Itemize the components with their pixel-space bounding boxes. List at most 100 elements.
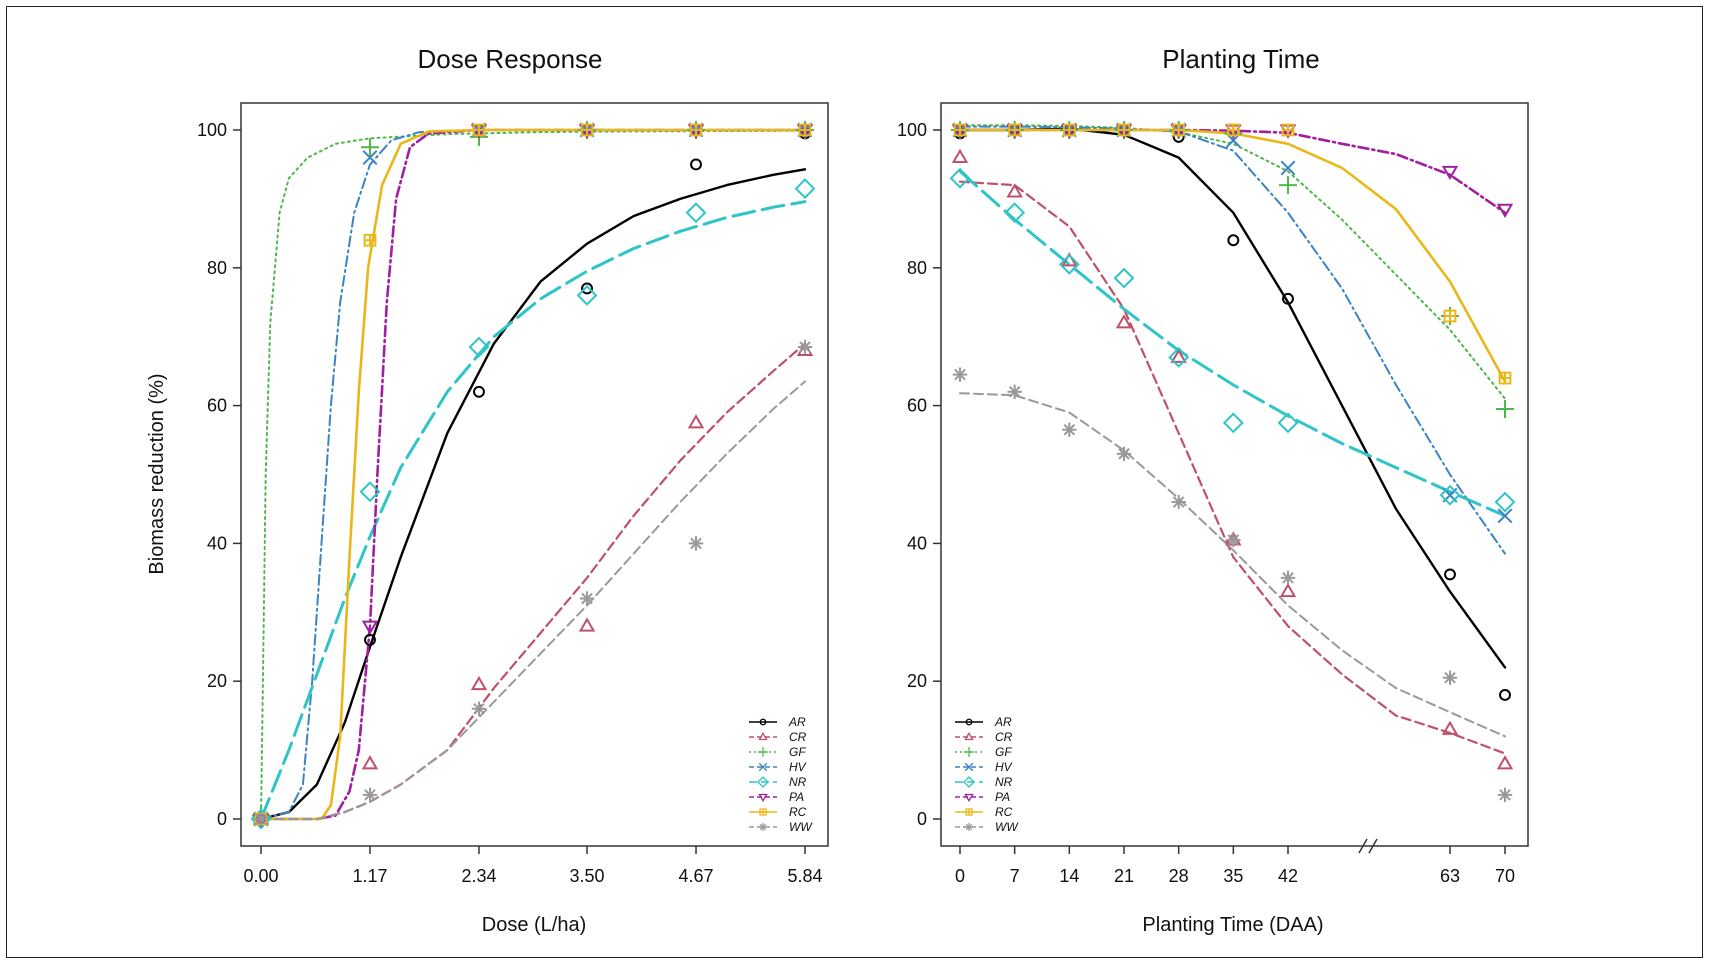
x-tick-label: 1.17: [352, 866, 387, 886]
legend-marker-ww: [759, 823, 767, 831]
legend-label-ww: WW: [789, 820, 813, 834]
y-axis-label: Biomass reduction (%): [146, 373, 168, 574]
point-ww: [1497, 787, 1513, 803]
point-rc: [1226, 123, 1240, 137]
point-ww: [797, 339, 813, 355]
curve-cr: [259, 342, 807, 821]
point-nr: [1277, 412, 1299, 434]
legend-label-ar: AR: [994, 715, 1012, 729]
axis-break-mark: [1358, 838, 1378, 854]
curve-pa: [259, 128, 807, 821]
point-ww: [1226, 532, 1241, 548]
y-tick-label: 20: [207, 671, 227, 691]
point-hv: [1280, 160, 1296, 176]
curve-rc: [958, 128, 1507, 383]
x-tick-label: 35: [1223, 866, 1243, 886]
points-planting: [949, 121, 1516, 803]
legend-label-nr: NR: [995, 775, 1013, 789]
legend-marker-pa: [964, 793, 974, 803]
point-nr: [685, 202, 707, 224]
legend-label-cr: CR: [995, 730, 1013, 744]
point-cr: [578, 617, 596, 632]
point-cr: [687, 414, 705, 429]
point-rc: [689, 123, 703, 137]
point-rc: [1498, 371, 1512, 385]
legend-label-gf: GF: [995, 745, 1012, 759]
chart-title-planting-time: Planting Time: [1162, 44, 1320, 74]
point-pa: [1496, 203, 1514, 218]
point-cr: [361, 755, 379, 770]
point-ar: [473, 385, 485, 398]
point-ww: [688, 536, 704, 551]
x-tick-label: 42: [1278, 866, 1298, 886]
plot-box-planting: [940, 102, 1529, 847]
x-tick-label: 63: [1440, 866, 1460, 886]
legend-marker-hv: [964, 762, 974, 772]
legend-label-ww: WW: [995, 820, 1019, 834]
curve-gf: [959, 124, 1506, 400]
legend-marker-nr: [963, 776, 975, 788]
curve-rc: [259, 128, 807, 821]
points-dose: [250, 121, 816, 830]
legend-label-hv: HV: [995, 760, 1013, 774]
point-nr: [1004, 202, 1026, 224]
point-ww: [952, 367, 968, 382]
y-tick-label: 60: [207, 396, 227, 416]
legend-marker-gf: [964, 747, 974, 757]
point-cr: [951, 148, 969, 164]
curve-ww: [959, 392, 1506, 738]
legend-marker-ar: [965, 718, 973, 726]
point-rc: [1281, 123, 1295, 137]
point-ww: [579, 591, 595, 606]
legend-label-hv: HV: [789, 760, 807, 774]
point-nr: [1222, 412, 1244, 434]
point-nr: [1113, 267, 1135, 289]
legend-label-ar: AR: [788, 715, 806, 729]
point-nr: [1494, 491, 1516, 513]
legend-marker-gf: [758, 747, 768, 757]
panel-dose-response: Dose Response Biomass reduction (%) Dose…: [146, 44, 829, 936]
x-tick-label: 21: [1114, 866, 1134, 886]
legend-label-rc: RC: [995, 805, 1013, 819]
legend-marker-ww: [965, 823, 973, 831]
legend-marker-rc: [759, 808, 767, 816]
point-nr: [794, 178, 816, 199]
point-hv: [362, 150, 378, 166]
point-rc: [1062, 123, 1076, 137]
curve-ar: [259, 168, 807, 821]
ticks-planting: 0 20 40 60 80 100 0 7 14 21 28 35 42 63 70: [897, 120, 1515, 886]
legend-marker-nr: [757, 776, 769, 788]
point-nr: [949, 167, 971, 189]
legend-label-rc: RC: [789, 805, 807, 819]
curve-ar: [958, 127, 1507, 669]
legend-label-nr: NR: [789, 775, 807, 789]
point-nr: [1058, 253, 1080, 275]
point-rc: [798, 123, 812, 137]
point-ar: [1444, 568, 1456, 581]
x-tick-label: 28: [1169, 866, 1189, 886]
x-axis-label-planting: Planting Time (DAA): [1142, 914, 1323, 936]
curves-planting: [958, 124, 1507, 755]
point-cr: [1441, 720, 1459, 735]
point-rc: [1117, 123, 1131, 137]
point-hv: [1497, 508, 1513, 524]
point-rc: [1443, 309, 1457, 323]
legend-marker-rc: [965, 808, 973, 816]
point-cr: [1496, 755, 1514, 770]
panel-planting-time: Planting Time Planting Time (DAA) 0 20 40 6…: [897, 44, 1529, 936]
curve-ww: [260, 380, 806, 820]
legend-marker-pa: [758, 793, 768, 803]
point-ww: [253, 811, 269, 827]
point-ww: [1442, 670, 1458, 685]
point-ww: [1116, 446, 1132, 462]
legend-marker-cr: [964, 731, 974, 741]
point-cr: [1006, 183, 1023, 198]
point-ar: [1282, 292, 1294, 305]
legend-label-pa: PA: [995, 790, 1010, 804]
curve-nr: [958, 169, 1507, 518]
point-cr: [470, 675, 488, 691]
point-nr: [1168, 346, 1190, 368]
legend-marker-cr: [758, 731, 768, 741]
x-tick-label: 4.67: [678, 866, 713, 886]
point-rc: [1172, 123, 1186, 137]
